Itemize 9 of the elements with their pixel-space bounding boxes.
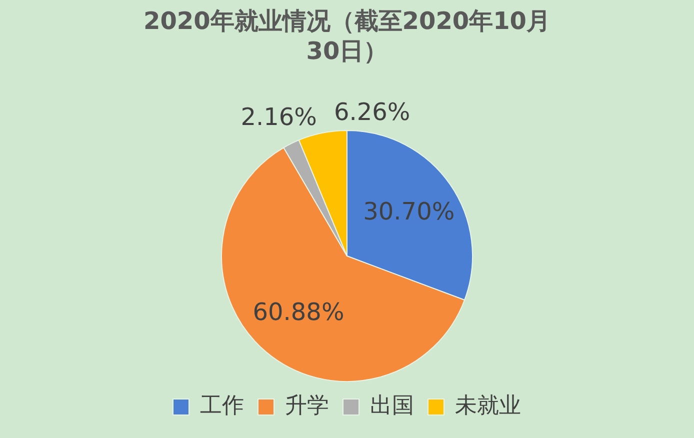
chart-title: 2020年就业情况（截至2020年10月30日） [142, 6, 552, 67]
legend-label: 升学 [285, 394, 329, 419]
data-label: 30.70% [363, 197, 455, 226]
data-label: 2.16% [240, 103, 317, 132]
legend-label: 出国 [370, 394, 414, 419]
data-label: 6.26% [334, 98, 410, 126]
data-label: 60.88% [252, 298, 344, 326]
legend-label: 未就业 [455, 394, 521, 419]
legend-label: 工作 [200, 394, 244, 419]
